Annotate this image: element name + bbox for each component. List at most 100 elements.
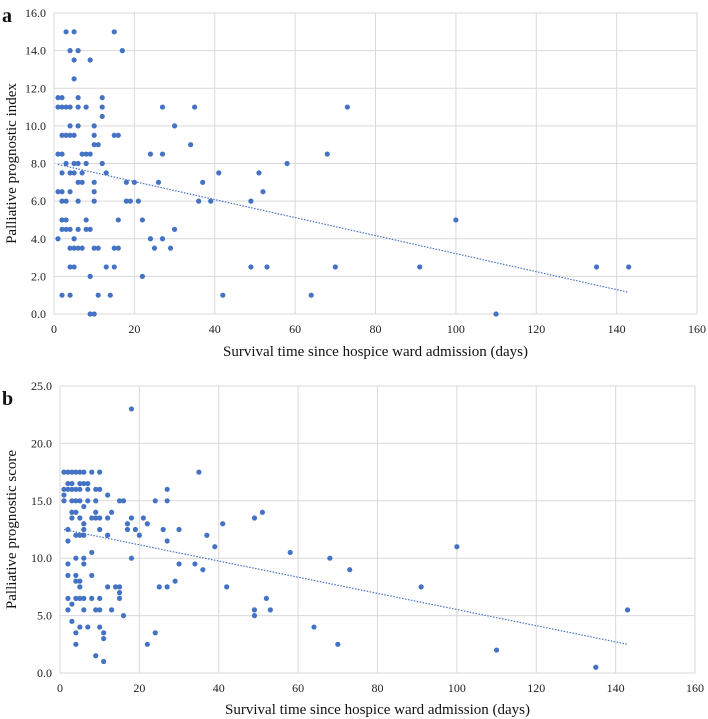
data-point — [493, 647, 500, 653]
data-point — [69, 486, 75, 492]
data-point — [200, 567, 206, 573]
data-point — [69, 469, 75, 475]
data-point — [136, 532, 142, 538]
data-point — [128, 406, 135, 412]
data-point — [81, 607, 87, 613]
data-point — [79, 151, 85, 157]
data-point — [67, 264, 73, 270]
data-point — [71, 29, 77, 35]
data-point — [73, 630, 79, 636]
data-point — [87, 151, 93, 157]
data-point — [69, 515, 75, 521]
data-point — [152, 630, 158, 636]
data-point — [159, 151, 166, 157]
data-point — [220, 292, 226, 298]
data-point — [93, 498, 99, 504]
data-point — [77, 584, 83, 590]
y-tick-label: 6.0 — [31, 194, 46, 208]
data-point — [77, 515, 83, 521]
data-point — [140, 515, 146, 521]
data-point — [73, 572, 79, 579]
data-point — [124, 521, 131, 527]
data-point — [91, 123, 97, 129]
x-tick-label: 140 — [608, 322, 626, 336]
data-point — [93, 653, 99, 659]
data-point — [164, 538, 170, 544]
data-point — [87, 226, 93, 232]
data-point — [83, 151, 89, 157]
data-point — [159, 236, 166, 242]
panel-label: b — [2, 388, 13, 410]
data-point — [99, 95, 105, 101]
data-point — [99, 113, 105, 120]
data-point — [155, 179, 162, 185]
data-point — [116, 590, 123, 596]
data-point — [73, 509, 79, 515]
data-point — [128, 555, 135, 561]
x-tick-label: 100 — [448, 681, 466, 695]
data-point — [156, 584, 162, 590]
data-point — [65, 607, 71, 613]
data-point — [83, 160, 89, 167]
data-point — [324, 151, 330, 157]
data-point — [59, 132, 65, 138]
data-point — [108, 607, 115, 613]
x-tick-label: 140 — [607, 681, 625, 695]
data-point — [59, 292, 65, 298]
data-point — [626, 264, 632, 270]
data-point — [124, 526, 131, 533]
data-point — [176, 561, 182, 567]
data-point — [63, 29, 69, 35]
data-point — [55, 104, 61, 110]
data-point — [55, 189, 61, 195]
data-point — [67, 132, 73, 138]
data-point — [105, 515, 111, 521]
data-point — [85, 624, 91, 630]
data-point — [103, 264, 109, 270]
data-point — [196, 469, 202, 475]
data-point — [59, 198, 65, 204]
data-point — [63, 132, 69, 138]
data-point — [101, 658, 107, 665]
x-tick-label: 40 — [213, 681, 225, 695]
data-point — [69, 601, 75, 607]
data-point — [251, 613, 258, 619]
data-point — [97, 469, 103, 475]
data-point — [151, 245, 158, 251]
data-point — [77, 532, 83, 538]
data-point — [77, 498, 83, 504]
data-point — [85, 480, 91, 487]
data-point — [67, 170, 73, 176]
data-point — [83, 104, 89, 110]
data-point — [196, 198, 202, 204]
data-point — [91, 198, 97, 204]
data-point — [172, 578, 178, 584]
data-point — [418, 584, 424, 590]
data-point — [220, 521, 226, 527]
data-point — [287, 549, 293, 556]
data-point — [63, 226, 69, 232]
data-point — [75, 226, 81, 232]
data-point — [128, 515, 135, 521]
data-point — [71, 264, 77, 270]
data-point — [75, 48, 81, 54]
data-point — [61, 469, 67, 475]
x-axis-title: Survival time since hospice ward admissi… — [223, 344, 528, 360]
data-point — [71, 160, 77, 167]
data-point — [55, 95, 61, 101]
data-point — [75, 160, 81, 167]
data-point — [159, 104, 166, 110]
data-point — [204, 532, 210, 538]
data-point — [147, 151, 154, 157]
x-tick-label: 160 — [688, 322, 706, 336]
panel-label: a — [2, 5, 12, 27]
data-point — [59, 217, 65, 223]
data-point — [69, 480, 75, 487]
data-point — [67, 48, 73, 54]
data-point — [123, 198, 129, 204]
data-point — [91, 311, 97, 317]
data-point — [105, 584, 111, 590]
y-tick-label: 0.0 — [31, 307, 46, 321]
y-tick-label: 25.0 — [31, 379, 52, 393]
